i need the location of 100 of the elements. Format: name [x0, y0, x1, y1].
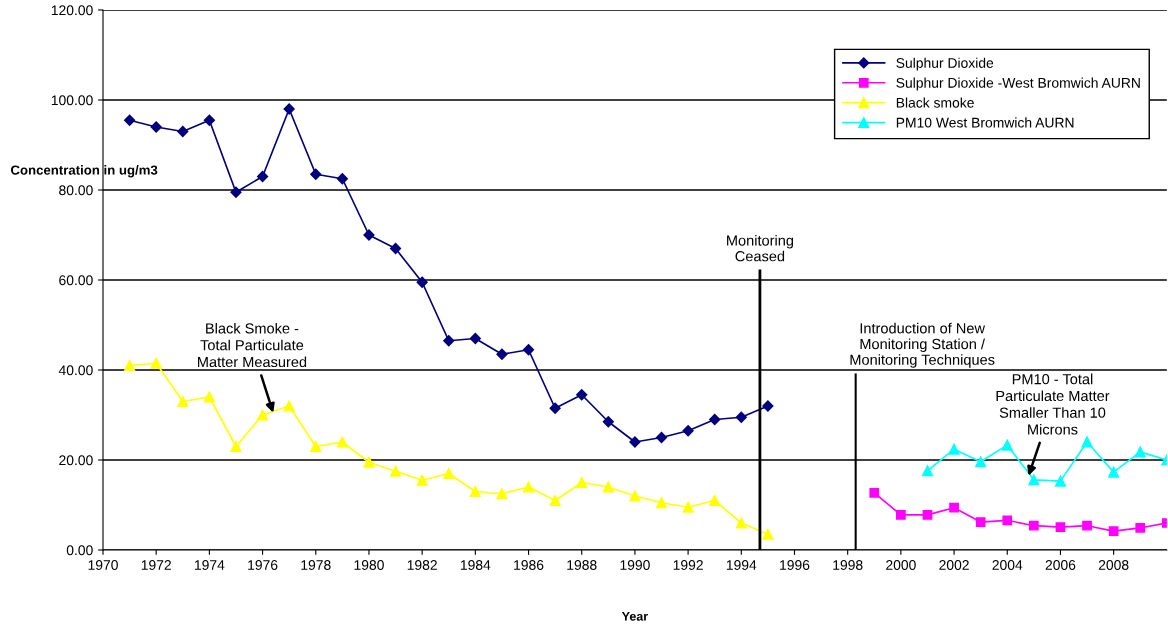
point: [496, 348, 508, 360]
point: [975, 517, 986, 527]
point: [230, 186, 242, 198]
point: [443, 467, 455, 480]
point: [762, 528, 774, 540]
point: [762, 400, 774, 412]
point: [203, 391, 215, 403]
point: [124, 359, 136, 372]
x-tick-label: 1970: [88, 560, 118, 570]
x-tick-label: 1978: [301, 560, 331, 570]
point: [735, 517, 747, 529]
x-tick-label: 1994: [726, 560, 757, 570]
point: [682, 425, 694, 437]
ref-line-label: Introduction of New Monitoring Station / Monitoring Techniques: [850, 322, 995, 368]
x-tick-label: 1992: [673, 560, 703, 570]
point: [150, 121, 162, 133]
point: [256, 170, 269, 183]
x-tick-label: 1984: [460, 560, 491, 570]
x-tick-label: 1972: [141, 560, 171, 570]
point: [416, 474, 428, 486]
point: [123, 114, 136, 126]
y-axis-title: Concentration in ug/m3: [10, 165, 158, 178]
point: [975, 456, 987, 468]
x-tick-label: 1980: [354, 560, 384, 570]
y-tick-label: 100.00: [51, 95, 93, 106]
point: [682, 501, 694, 513]
point: [549, 402, 561, 414]
point: [869, 487, 880, 498]
y-tick-label: 80.00: [59, 185, 93, 196]
point: [336, 173, 348, 185]
point: [1054, 475, 1067, 487]
point: [522, 481, 535, 493]
point: [1002, 515, 1013, 526]
point: [629, 490, 641, 502]
point: [336, 436, 348, 448]
point: [1134, 446, 1146, 458]
x-tick-label: 1998: [833, 560, 863, 570]
x-tick-label: 2000: [886, 560, 916, 570]
point: [655, 431, 668, 444]
point: [896, 510, 906, 520]
point: [709, 494, 721, 507]
x-tick-label: 2008: [1098, 560, 1129, 570]
point: [203, 114, 215, 126]
point: [1108, 466, 1120, 478]
x-axis-title: Year: [621, 612, 648, 621]
point: [522, 344, 535, 356]
point: [363, 456, 375, 468]
y-tick-label: 0.00: [66, 545, 93, 556]
point: [443, 335, 455, 347]
point: [735, 411, 747, 423]
point: [948, 443, 960, 455]
point: [549, 494, 561, 507]
x-tick-label: 2006: [1045, 560, 1076, 570]
x-tick-label: 1974: [195, 560, 225, 570]
point: [469, 485, 481, 498]
point: [921, 465, 934, 477]
x-tick-label: 1986: [514, 560, 544, 570]
point: [602, 481, 614, 493]
legend-label: PM10 West Bromwich AURN: [896, 117, 1074, 128]
point: [576, 389, 588, 401]
point: [602, 416, 614, 428]
point: [283, 103, 295, 115]
point: [1135, 523, 1146, 533]
x-tick-label: 2004: [992, 560, 1023, 570]
point: [283, 400, 295, 412]
x-tick-label: 2002: [939, 560, 969, 570]
x-tick-label: 1988: [567, 560, 597, 570]
point: [1001, 439, 1013, 451]
point: [416, 276, 428, 288]
point: [389, 465, 402, 477]
y-tick-label: 60.00: [59, 275, 93, 286]
legend-label: Sulphur Dioxide -West Bromwich AURN: [896, 77, 1140, 91]
x-tick-label: 1982: [407, 560, 437, 570]
annotation: Black Smoke - Total Particulate Matter Measured: [198, 322, 307, 368]
point: [177, 125, 189, 138]
x-tick-label: 1990: [620, 560, 650, 570]
legend-label: Sulphur Dioxide: [896, 57, 994, 71]
point: [496, 488, 508, 500]
x-tick-label: 1996: [780, 560, 810, 570]
y-tick-label: 40.00: [58, 365, 93, 376]
point: [177, 395, 189, 408]
point: [576, 476, 588, 489]
point: [1028, 474, 1040, 486]
legend-label: Black smoke: [896, 97, 974, 108]
point: [469, 332, 481, 345]
x-tick-label: 1976: [248, 560, 278, 570]
point: [709, 413, 721, 426]
point: [150, 357, 162, 369]
point: [1028, 520, 1039, 531]
point: [655, 497, 668, 509]
y-tick-label: 120.00: [51, 5, 93, 16]
point: [1055, 522, 1066, 532]
point: [389, 242, 402, 255]
point: [1082, 520, 1092, 531]
point: [1108, 526, 1119, 536]
point: [1081, 436, 1093, 448]
annotation: PM10 - Total Particulate Matter Smaller Than 10 Microns: [996, 373, 1110, 435]
point: [310, 168, 322, 180]
point: [922, 510, 933, 520]
point: [310, 440, 322, 453]
